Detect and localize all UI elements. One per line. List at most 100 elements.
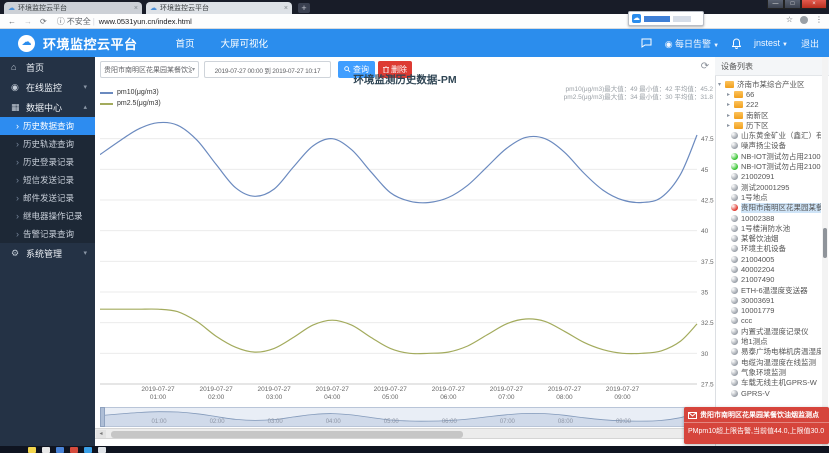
tree-device-node[interactable]: 21004005: [717, 254, 821, 264]
tree-device-node[interactable]: 电缆沟温湿度在线监测: [717, 357, 821, 367]
tree-folder-node[interactable]: ▸ 222: [717, 100, 821, 110]
tree-device-node[interactable]: 21002091: [717, 172, 821, 182]
window-minimize-button[interactable]: —: [767, 0, 784, 9]
notification-bell-icon[interactable]: [732, 37, 742, 49]
url-text[interactable]: www.0531yun.cn/index.html: [98, 16, 192, 26]
address-bar-popup[interactable]: ☁: [628, 11, 704, 26]
tab-close-icon[interactable]: ×: [283, 4, 288, 12]
window-maximize-button[interactable]: □: [784, 0, 801, 9]
tree-device-node[interactable]: 40002204: [717, 264, 821, 274]
tree-folder-node[interactable]: ▸ 66: [717, 89, 821, 99]
sidebar-item-system-management[interactable]: ⚙ 系统管理 ▾: [11, 247, 87, 259]
tree-device-node[interactable]: 气象环境监测: [717, 367, 821, 377]
scrollbar-thumb[interactable]: [111, 431, 463, 438]
datazoom-slider[interactable]: 01:00 02:00 03:00 04:00 05:00 06:00 07:00 08:00…: [100, 407, 697, 427]
grid-icon: ▦: [11, 101, 20, 112]
tree-device-node[interactable]: NB-IOT测试勿占用21000: [717, 151, 821, 161]
tree-device-node[interactable]: NB-IOT测试勿占用21000: [717, 161, 821, 171]
profile-avatar-icon[interactable]: [800, 15, 808, 24]
sidebar-subitem-label: 历史数据查询: [23, 121, 75, 131]
sidebar-subitem-label: 继电器操作记录: [23, 211, 83, 221]
device-status-gray-icon: [731, 327, 738, 335]
alert-message: PMpm10超上限告警,当前值44.0,上限值30.0: [688, 428, 825, 435]
security-chip[interactable]: ⓘ 不安全 |: [56, 16, 95, 26]
taskbar-app-icon[interactable]: [98, 447, 106, 453]
tree-device-node[interactable]: 内置式温湿度记录仪: [717, 326, 821, 336]
taskbar-app-icon[interactable]: [42, 447, 50, 453]
sidebar-item-home[interactable]: ⌂ 首页: [11, 62, 45, 73]
sidebar-subitem[interactable]: › 历史登录记录: [0, 153, 95, 171]
tree-device-node[interactable]: 贵阳市南明区花果园某餐: [717, 202, 821, 213]
taskbar-app-icon[interactable]: [70, 447, 78, 453]
tree-device-node[interactable]: 1号楼消防水池: [717, 223, 821, 233]
tree-device-node[interactable]: 21007490: [717, 275, 821, 285]
tree-node-label: 30003691: [741, 295, 775, 305]
sidebar-subitem[interactable]: › 告警记录查询: [0, 225, 95, 243]
sidebar-subitem[interactable]: › 历史轨迹查询: [0, 135, 95, 153]
legend-item-pm10[interactable]: pm10(μg/m3): [100, 87, 161, 98]
tree-device-node[interactable]: 30003691: [717, 295, 821, 305]
alert-toast[interactable]: 贵阳市南明区花果园某餐饮油烟监测点 PMpm10超上限告警,当前值44.0,上限…: [684, 407, 829, 444]
device-select[interactable]: 贵阳市南明区花果园某餐饮油烟 ▾: [100, 61, 199, 78]
tree-folder-node[interactable]: ▾ 济南市某综合产业区: [717, 79, 821, 89]
sidebar-item-data-center[interactable]: ▦ 数据中心 ▴: [11, 101, 87, 113]
nav-bigscreen[interactable]: 大屏可视化: [220, 39, 269, 50]
tree-device-node[interactable]: 测试20001295: [717, 182, 821, 192]
bookmark-star-icon[interactable]: ☆: [785, 15, 793, 24]
chart-title: 环境监测历史数据-PM: [353, 74, 457, 86]
caret-collapsed-icon[interactable]: ▸: [727, 102, 731, 109]
user-menu[interactable]: jnstest ▼: [754, 38, 788, 48]
legend-item-pm25[interactable]: pm2.5(μg/m3): [100, 98, 161, 109]
caret-collapsed-icon[interactable]: ▸: [727, 91, 731, 98]
horizontal-scrollbar[interactable]: ◂: [95, 428, 829, 439]
tree-device-node[interactable]: GPRS-V: [717, 388, 821, 397]
logout-button[interactable]: 退出: [800, 38, 819, 49]
device-panel-scrollbar-thumb[interactable]: [823, 228, 827, 258]
chart-toolbox-restore-icon[interactable]: ⟳: [700, 61, 710, 72]
window-close-button[interactable]: ×: [801, 0, 827, 9]
tree-folder-node[interactable]: ▸ 历下区: [717, 120, 821, 130]
tree-device-node[interactable]: 山东黄金矿业（鑫汇）有: [717, 130, 821, 140]
tree-device-node[interactable]: ETH-6温湿度变送器: [717, 285, 821, 295]
taskbar-app-icon[interactable]: [28, 447, 36, 453]
sidebar-item-online-monitoring[interactable]: ◉ 在线监控 ▾: [11, 81, 87, 93]
tree-device-node[interactable]: 10001779: [717, 306, 821, 316]
sidebar-subitem[interactable]: › 继电器操作记录: [0, 207, 95, 225]
tree-device-node[interactable]: ccc: [717, 316, 821, 326]
back-icon[interactable]: ←: [8, 16, 16, 26]
date-range-input[interactable]: 2019-07-27 00:00 到 2019-07-27 10:17: [204, 61, 331, 78]
datazoom-left-handle[interactable]: [100, 407, 105, 427]
scroll-left-arrow-icon[interactable]: ◂: [96, 430, 106, 438]
browser-menu-icon[interactable]: ⋮: [815, 15, 823, 24]
caret-expanded-icon[interactable]: ▾: [718, 81, 722, 88]
tree-device-node[interactable]: 10002388: [717, 213, 821, 223]
tree-device-node[interactable]: 车载无线主机GPRS-W: [717, 378, 821, 388]
refresh-icon[interactable]: ⟳: [40, 16, 47, 26]
tree-device-node[interactable]: 环境主机设备: [717, 244, 821, 254]
tree-folder-node[interactable]: ▸ 南新区: [717, 110, 821, 120]
tree-node-label: 贵阳市南明区花果园某餐: [741, 202, 821, 213]
tree-device-node[interactable]: 易泰广场电梯机房温湿度: [717, 347, 821, 357]
caret-collapsed-icon[interactable]: ▸: [727, 112, 731, 119]
tab-close-icon[interactable]: ×: [133, 4, 138, 12]
search-button[interactable]: 查询: [338, 61, 375, 78]
sidebar-subitem[interactable]: › 历史数据查询: [0, 117, 95, 135]
caret-collapsed-icon[interactable]: ▸: [727, 122, 731, 129]
nav-home[interactable]: 首页: [175, 39, 195, 50]
message-bubble-icon[interactable]: [641, 38, 652, 48]
daily-alert-menu[interactable]: ◉ 每日告警 ▼: [664, 38, 720, 49]
tree-device-node[interactable]: 1号地点: [717, 192, 821, 202]
new-tab-button[interactable]: +: [298, 3, 310, 13]
browser-tab-1[interactable]: ☁ 环境监控云平台 ×: [4, 2, 142, 14]
datazoom-time-label: 01:00: [151, 419, 167, 425]
sidebar-subitem[interactable]: › 短信发送记录: [0, 171, 95, 189]
tree-device-node[interactable]: 噪声扬尘设备: [717, 141, 821, 151]
sidebar-subitem[interactable]: › 邮件发送记录: [0, 189, 95, 207]
taskbar-app-icon[interactable]: [56, 447, 64, 453]
delete-button[interactable]: 删除: [378, 61, 412, 78]
forward-icon[interactable]: →: [24, 16, 32, 26]
taskbar-app-icon[interactable]: [84, 447, 92, 453]
browser-tab-2[interactable]: ☁ 环境监控云平台 ×: [146, 2, 292, 14]
tree-device-node[interactable]: 地1测点: [717, 336, 821, 346]
tree-device-node[interactable]: 某餐饮油烟: [717, 233, 821, 243]
